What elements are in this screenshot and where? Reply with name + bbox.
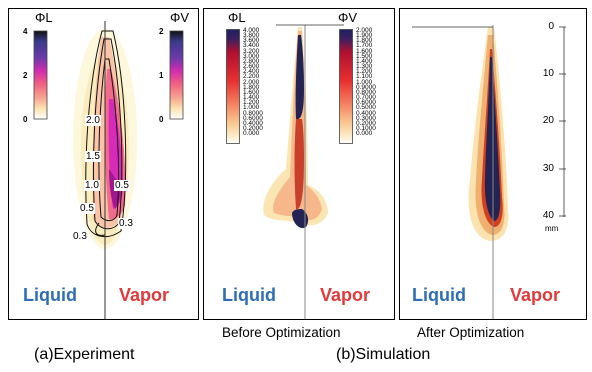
ruler-tick-10: 10 [542, 68, 554, 79]
vapor-label: Vapor [320, 285, 371, 305]
phi-l-label: ΦL [35, 10, 53, 25]
caption-before-optimization: Before Optimization [222, 325, 341, 340]
scale-l-tick-mid: 2 [23, 71, 28, 80]
scale-l-tick-top: 4 [23, 27, 28, 36]
caption-after-optimization: After Optimization [417, 325, 525, 340]
after-optimization-panel: 0 10 20 30 40 mm Liquid Vapor [399, 8, 587, 320]
ruler-tick-40: 40 [542, 210, 554, 221]
caption-experiment: (a)Experiment [34, 346, 135, 363]
contour-label: 0.5 [114, 180, 130, 191]
contour-label: 1.0 [84, 180, 100, 191]
phi-l-label: ΦL [228, 10, 246, 25]
contour-label: 0.3 [72, 231, 88, 242]
ruler-unit: mm [545, 224, 559, 233]
after-spray-image [412, 25, 566, 319]
experiment-panel: ΦL ΦV 4 2 0 2 1 0 2.0 1.5 1.0 0.5 0.5 0.… [8, 8, 199, 320]
caption-simulation: (b)Simulation [336, 346, 431, 363]
ruler-tick-0: 0 [548, 21, 554, 32]
liquid-label: Liquid [23, 285, 77, 305]
scale-v-tick-top: 2 [159, 27, 164, 36]
scale-l-tick-bottom: 0 [23, 115, 28, 124]
before-vapor-scale-values: 2.000 1.900 1.800 1.700 1.600 1.500 1.40… [356, 27, 376, 138]
contour-label: 1.5 [85, 151, 101, 162]
contour-label: 0.5 [79, 203, 95, 214]
ruler-tick-30: 30 [542, 163, 554, 174]
experiment-liquid-scale [33, 30, 48, 120]
scale-v-tick-bottom: 0 [159, 115, 164, 124]
vapor-label: Vapor [119, 285, 170, 305]
phi-v-label: ΦV [170, 10, 190, 25]
vapor-label: Vapor [510, 285, 561, 305]
before-optimization-panel: ΦL ΦV 4.000 3.800 3.600 3.400 3.200 3.00… [203, 8, 395, 320]
before-liquid-scale [226, 29, 240, 144]
liquid-label: Liquid [412, 285, 466, 305]
contour-label: 2.0 [85, 115, 101, 126]
experiment-spray-image [73, 21, 137, 319]
experiment-vapor-scale [169, 30, 184, 120]
phi-v-label: ΦV [338, 10, 358, 25]
contour-label: 0.3 [118, 218, 134, 229]
before-liquid-scale-values: 4.000 3.800 3.600 3.400 3.200 3.000 2.80… [243, 27, 263, 138]
liquid-label: Liquid [222, 285, 276, 305]
ruler-tick-20: 20 [542, 115, 554, 126]
scale-v-tick-mid: 1 [159, 71, 164, 80]
before-spray-image [263, 24, 344, 319]
before-vapor-scale [339, 29, 353, 144]
